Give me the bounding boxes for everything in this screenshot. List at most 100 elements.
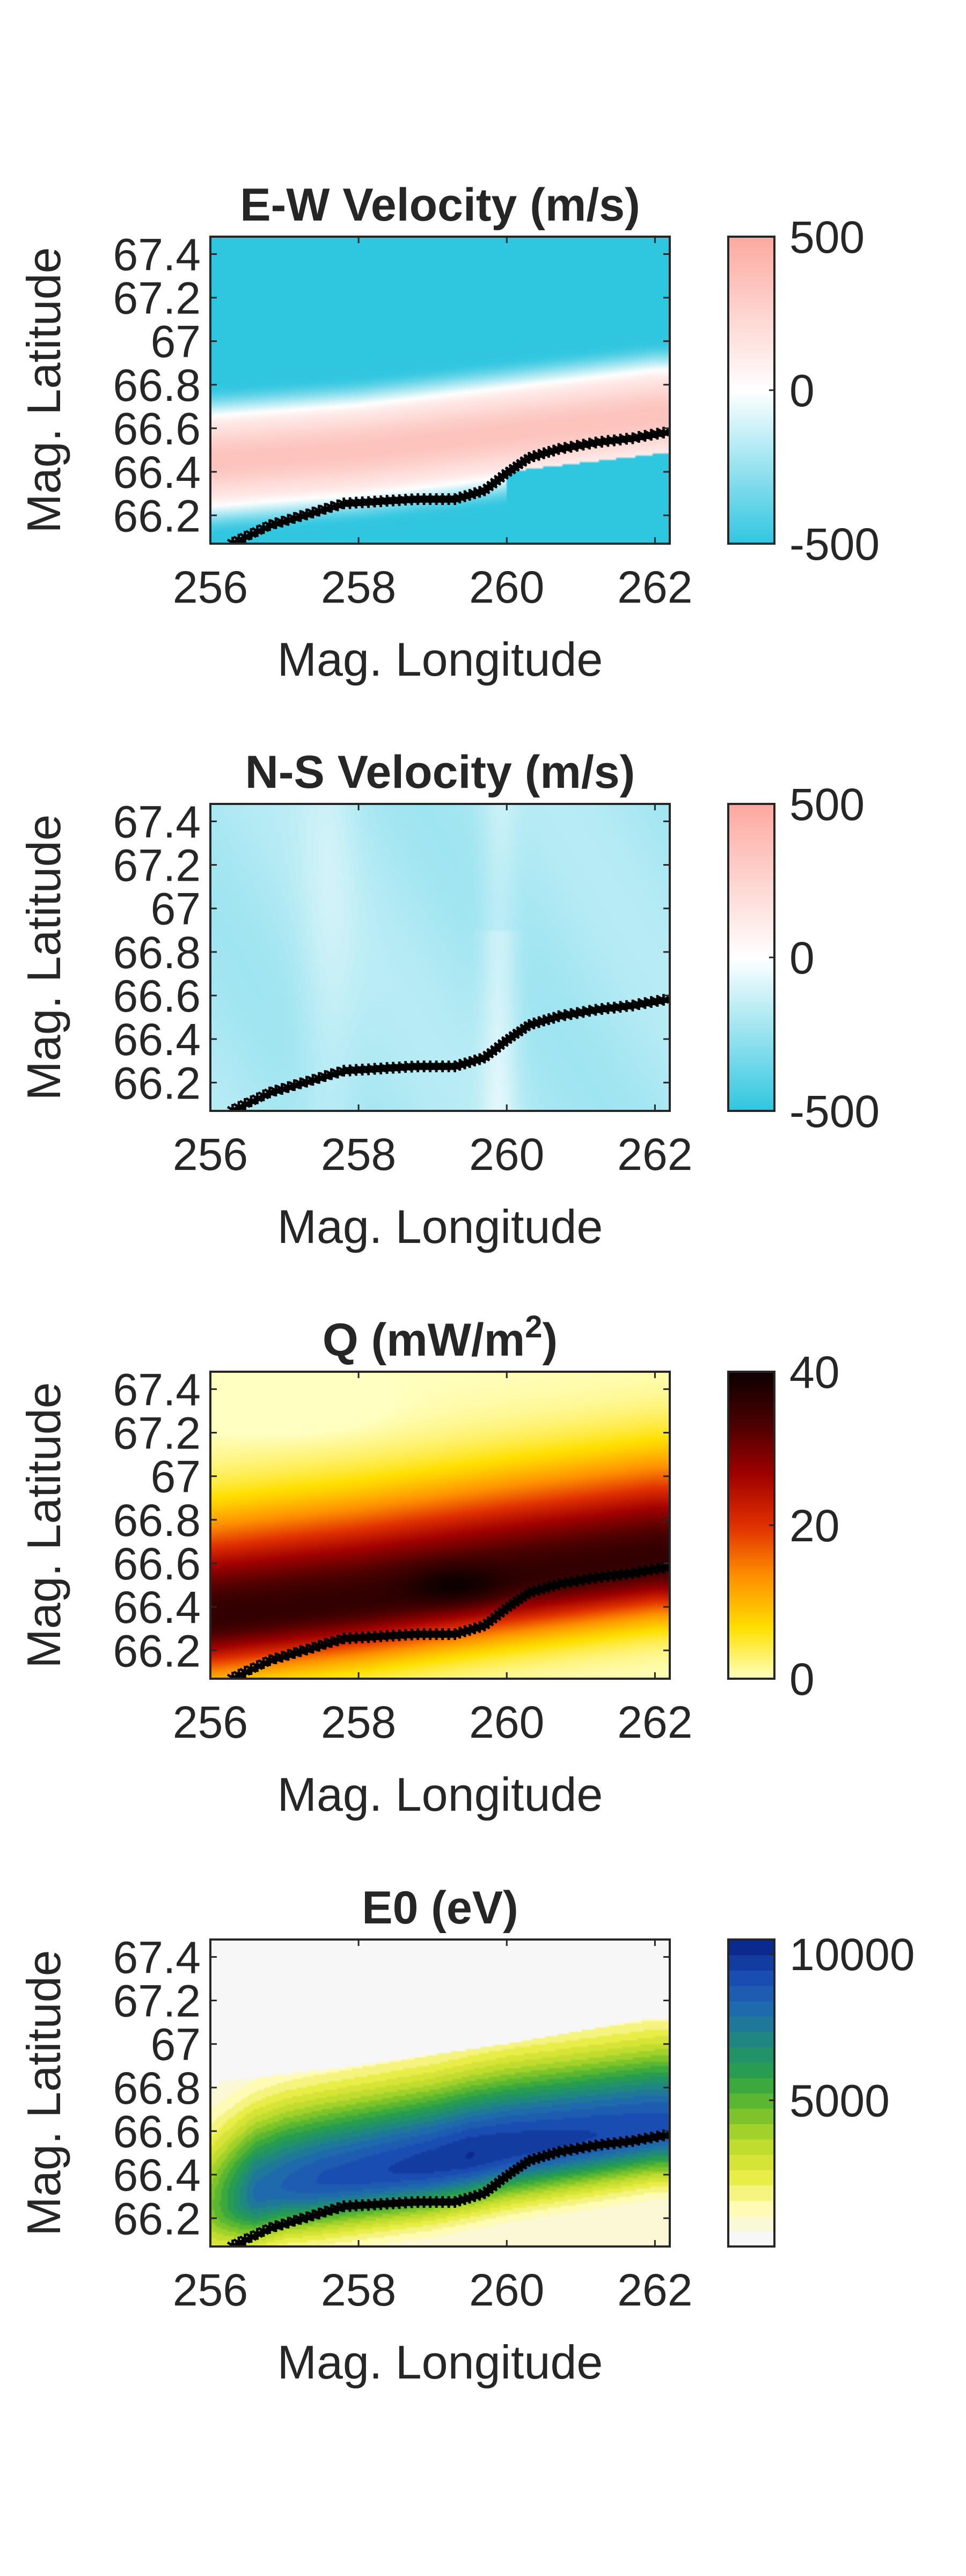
colorbar-swatch xyxy=(728,518,774,521)
colorbar-swatch xyxy=(728,883,774,887)
x-tick-label: 256 xyxy=(173,1697,248,1747)
colorbar-swatch xyxy=(728,2124,774,2127)
colorbar-swatch xyxy=(728,1566,774,1569)
colorbar-swatch xyxy=(728,1031,774,1035)
colorbar-swatch xyxy=(728,1029,774,1033)
boundary-point: ✱ xyxy=(386,492,400,511)
boundary-point: ✱ xyxy=(576,436,590,455)
boundary-point: ✱ xyxy=(399,491,412,510)
boundary-point: ✱ xyxy=(325,1066,338,1085)
colorbar-swatch xyxy=(728,451,774,455)
boundary-point: ✱ xyxy=(473,483,486,502)
boundary-point: ✱ xyxy=(645,2129,658,2148)
boundary-point: ✱ xyxy=(504,462,517,480)
x-axis-label: Mag. Longitude xyxy=(277,633,603,686)
colorbar-swatch xyxy=(728,919,774,923)
boundary-point: ✱ xyxy=(583,1002,596,1021)
y-axis-label: Mag. Latitude xyxy=(17,1382,70,1668)
colorbar-swatch xyxy=(728,1569,774,1572)
colorbar-swatch xyxy=(728,2180,774,2183)
colorbar-swatch xyxy=(728,1397,774,1401)
y-tick-label: 67 xyxy=(151,1452,201,1502)
boundary-point: ✱ xyxy=(275,513,289,532)
colorbar-swatch xyxy=(728,1645,774,1649)
colorbar-swatch xyxy=(728,1417,774,1421)
boundary-point: ✱ xyxy=(558,440,572,458)
colorbar-swatch xyxy=(728,301,774,304)
boundary-point: ✱ xyxy=(269,2218,282,2236)
colorbar-swatch xyxy=(728,326,774,330)
colorbar: 0 20 40 xyxy=(727,1347,839,1704)
boundary-point: ✱ xyxy=(269,515,282,533)
colorbar-swatch xyxy=(728,449,774,452)
colorbar-swatch xyxy=(728,369,774,373)
colorbar-swatch xyxy=(728,313,774,317)
y-axis-label: Mag. Latitude xyxy=(17,247,70,533)
boundary-point: ✱ xyxy=(601,2135,614,2154)
boundary-point: ✱ xyxy=(312,1070,326,1088)
colorbar-swatch xyxy=(728,1103,774,1107)
boundary-point: ✱ xyxy=(337,495,350,514)
colorbar-swatch xyxy=(728,1571,774,1575)
colorbar-tick-label: -500 xyxy=(789,1086,880,1137)
y-tick-label: 67.4 xyxy=(113,229,201,280)
boundary-point: ✱ xyxy=(478,482,491,501)
boundary-point: ✱ xyxy=(547,1009,560,1028)
boundary-point: ✱ xyxy=(442,2193,456,2212)
colorbar-swatch xyxy=(728,1643,774,1646)
colorbar-swatch xyxy=(728,809,774,813)
boundary-point: ✱ xyxy=(527,1583,540,1601)
boundary-point: ✱ xyxy=(331,1064,344,1082)
colorbar-swatch xyxy=(728,1021,774,1024)
colorbar-swatch xyxy=(728,1049,774,1053)
colorbar-swatch xyxy=(728,1377,774,1380)
boundary-point: ✱ xyxy=(355,1061,369,1080)
y-tick-label: 66.6 xyxy=(113,971,201,1021)
boundary-point: ✱ xyxy=(411,1058,425,1077)
chart-title: E-W Velocity (m/s) xyxy=(240,179,640,231)
colorbar-swatch xyxy=(728,1517,774,1521)
colorbar-swatch xyxy=(728,1448,774,1452)
colorbar-swatch xyxy=(728,926,774,930)
boundary-point: ✱ xyxy=(232,2234,245,2253)
boundary-point: ✱ xyxy=(657,424,670,443)
boundary-point: ✱ xyxy=(362,1060,375,1079)
boundary-line xyxy=(231,1565,670,1679)
colorbar-swatch xyxy=(728,998,774,1001)
y-tick-label: 66.4 xyxy=(113,1582,201,1633)
colorbar-swatch xyxy=(728,2039,774,2043)
y-tick-label: 67 xyxy=(151,2019,201,2070)
boundary-point: ✱ xyxy=(570,2140,584,2158)
x-tick-label: 262 xyxy=(617,1129,692,1180)
boundary-point: ✱ xyxy=(430,491,443,509)
boundary-point: ✱ xyxy=(493,2173,506,2192)
colorbar-swatch xyxy=(728,2047,774,2050)
boundary-point: ✱ xyxy=(331,1631,344,1650)
colorbar-swatch xyxy=(728,411,774,414)
colorbar-swatch xyxy=(728,947,774,950)
boundary-point: ✱ xyxy=(418,491,431,509)
colorbar-swatch xyxy=(728,1965,774,1968)
boundary-point: ✱ xyxy=(463,1053,477,1072)
boundary-point: ✱ xyxy=(558,1575,572,1593)
colorbar-swatch xyxy=(728,1420,774,1424)
colorbar-swatch xyxy=(728,978,774,981)
colorbar-swatch xyxy=(728,2037,774,2040)
boundary-point: ✱ xyxy=(638,994,652,1013)
colorbar-swatch xyxy=(728,2182,774,2186)
colorbar-swatch xyxy=(728,1402,774,1406)
y-tick-label: 67.2 xyxy=(113,840,201,891)
boundary-point: ✱ xyxy=(493,1037,506,1056)
colorbar-swatch xyxy=(728,2144,774,2147)
boundary-point: ✱ xyxy=(318,2203,332,2222)
colorbar-swatch xyxy=(728,431,774,434)
boundary-point: ✱ xyxy=(251,1089,264,1108)
boundary-point: ✱ xyxy=(522,1016,536,1035)
colorbar-swatch xyxy=(728,860,774,863)
colorbar-swatch xyxy=(728,1622,774,1626)
colorbar-swatch xyxy=(728,305,774,309)
colorbar-swatch xyxy=(728,538,774,542)
colorbar-swatch xyxy=(728,341,774,345)
colorbar-swatch xyxy=(728,885,774,889)
boundary-point: ✱ xyxy=(504,2164,517,2183)
